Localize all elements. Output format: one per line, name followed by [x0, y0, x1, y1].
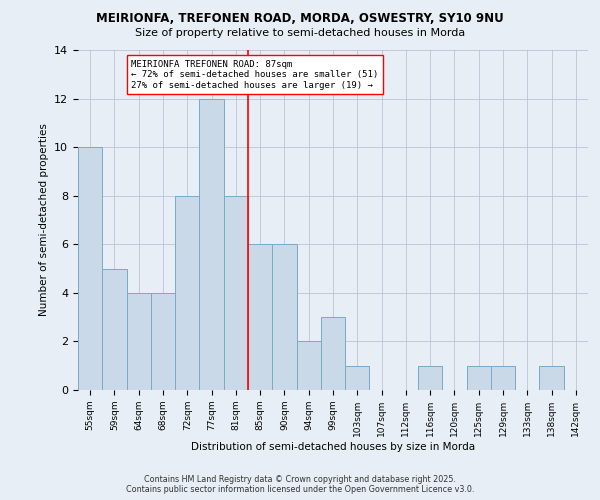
- Y-axis label: Number of semi-detached properties: Number of semi-detached properties: [38, 124, 49, 316]
- Bar: [248, 244, 272, 390]
- Bar: [175, 196, 199, 390]
- Bar: [467, 366, 491, 390]
- Bar: [491, 366, 515, 390]
- Bar: [296, 342, 321, 390]
- Text: MEIRIONFA TREFONEN ROAD: 87sqm
← 72% of semi-detached houses are smaller (51)
27: MEIRIONFA TREFONEN ROAD: 87sqm ← 72% of …: [131, 60, 379, 90]
- Bar: [78, 147, 102, 390]
- Bar: [224, 196, 248, 390]
- Text: MEIRIONFA, TREFONEN ROAD, MORDA, OSWESTRY, SY10 9NU: MEIRIONFA, TREFONEN ROAD, MORDA, OSWESTR…: [96, 12, 504, 26]
- Text: Size of property relative to semi-detached houses in Morda: Size of property relative to semi-detach…: [135, 28, 465, 38]
- Bar: [127, 293, 151, 390]
- Bar: [418, 366, 442, 390]
- Bar: [199, 98, 224, 390]
- X-axis label: Distribution of semi-detached houses by size in Morda: Distribution of semi-detached houses by …: [191, 442, 475, 452]
- Bar: [272, 244, 296, 390]
- Text: Contains HM Land Registry data © Crown copyright and database right 2025.
Contai: Contains HM Land Registry data © Crown c…: [126, 474, 474, 494]
- Bar: [102, 268, 127, 390]
- Bar: [539, 366, 564, 390]
- Bar: [151, 293, 175, 390]
- Bar: [345, 366, 370, 390]
- Bar: [321, 317, 345, 390]
